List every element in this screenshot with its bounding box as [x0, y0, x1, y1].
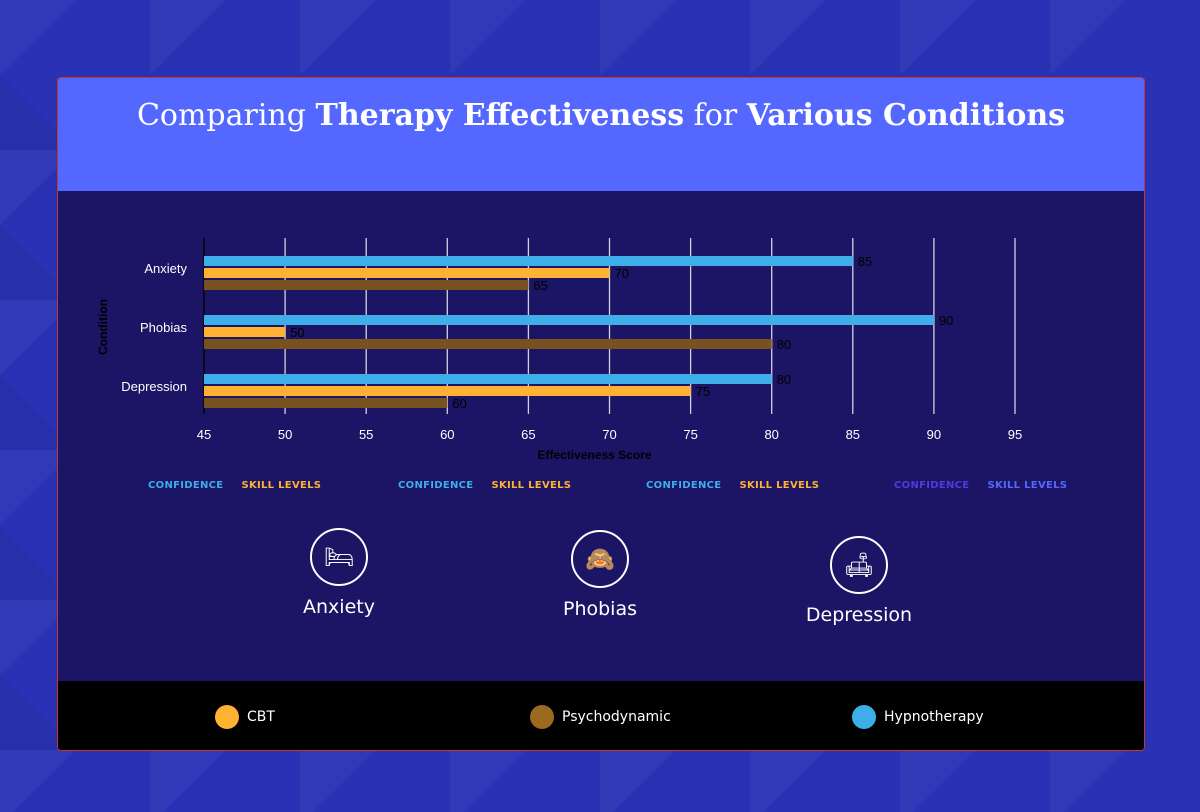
legend-dot	[852, 705, 876, 729]
confidence-label: CONFIDENCE	[148, 480, 224, 491]
page-title: Comparing Therapy Effectiveness for Vari…	[58, 98, 1144, 133]
ostrich-icon: 🙈	[571, 530, 629, 588]
x-tick-label: 85	[846, 427, 860, 442]
data-label: 80	[777, 337, 791, 352]
legend-item-hypnotherapy: Hypnotherapy	[852, 705, 984, 729]
x-tick-label: 75	[683, 427, 697, 442]
legend-label: Hypnotherapy	[884, 709, 984, 725]
legend-footer: CBT Psychodynamic Hypnotherapy	[58, 681, 1144, 750]
title-bold: Various Conditions	[746, 98, 1066, 133]
data-label: 50	[290, 325, 304, 340]
bar-hypnotherapy	[204, 374, 772, 384]
x-tick-label: 90	[927, 427, 941, 442]
skill-levels-label: SKILL LEVELS	[491, 480, 572, 491]
y-tick-label: Depression	[121, 379, 187, 394]
title-part: Comparing	[136, 98, 316, 133]
bar-cbt	[204, 386, 691, 396]
y-tick-label: Phobias	[140, 320, 187, 335]
bar-cbt	[204, 268, 610, 278]
x-tick-label: 45	[197, 427, 211, 442]
confidence-skill-labels: CONFIDENCE SKILL LEVELS	[148, 480, 321, 491]
skill-levels-label: SKILL LEVELS	[739, 480, 820, 491]
title-bold: Therapy Effectiveness	[315, 98, 685, 133]
bar-chart: 45 50 55 60 65 70 75 80 85 90 95 Anxiety 85 70 65 Phobi…	[96, 238, 1022, 462]
y-axis-title: Condition	[96, 299, 110, 355]
confidence-skill-labels: CONFIDENCE SKILL LEVELS	[646, 480, 819, 491]
bar-cbt	[204, 327, 286, 337]
x-tick-label: 65	[521, 427, 535, 442]
confidence-skill-labels: CONFIDENCE SKILL LEVELS	[398, 480, 571, 491]
icon-label: Phobias	[562, 598, 637, 620]
legend-item-psychodynamic: Psychodynamic	[530, 705, 671, 729]
icon-label: Anxiety	[303, 596, 375, 618]
data-label: 70	[615, 266, 629, 281]
skill-levels-label: SKILL LEVELS	[987, 480, 1068, 491]
header: Comparing Therapy Effectiveness for Vari…	[58, 78, 1144, 191]
icon-block-phobias: 🙈 Phobias	[520, 530, 680, 620]
legend-dot	[530, 705, 554, 729]
data-label: 90	[939, 313, 953, 328]
data-label: 75	[696, 384, 710, 399]
data-label: 65	[533, 278, 547, 293]
legend-label: Psychodynamic	[562, 709, 671, 725]
bed-icon: 🛏	[310, 528, 368, 586]
legend-label: CBT	[247, 709, 275, 725]
x-axis-title: Effectiveness Score	[537, 448, 651, 462]
skill-levels-label: SKILL LEVELS	[241, 480, 322, 491]
x-tick-label: 50	[278, 427, 292, 442]
x-tick-label: 55	[359, 427, 373, 442]
confidence-label: CONFIDENCE	[398, 480, 474, 491]
icon-block-anxiety: 🛏 Anxiety	[259, 528, 419, 618]
bar-psychodynamic	[204, 398, 448, 408]
bar-psychodynamic	[204, 280, 529, 290]
legend-dot	[215, 705, 239, 729]
bar-psychodynamic	[204, 339, 772, 349]
y-tick-label: Anxiety	[144, 261, 187, 276]
confidence-label: CONFIDENCE	[646, 480, 722, 491]
data-label: 60	[452, 396, 466, 411]
infographic-card: Comparing Therapy Effectiveness for Vari…	[57, 77, 1145, 751]
x-tick-label: 70	[602, 427, 616, 442]
confidence-label: CONFIDENCE	[894, 480, 970, 491]
x-tick-label: 60	[440, 427, 454, 442]
data-label: 80	[777, 372, 791, 387]
bar-hypnotherapy	[204, 315, 934, 325]
confidence-skill-labels: CONFIDENCE SKILL LEVELS	[894, 480, 1067, 491]
x-tick-label: 80	[764, 427, 778, 442]
icon-label: Depression	[805, 604, 913, 626]
therapy-couch-icon: 🛋	[830, 536, 888, 594]
bar-hypnotherapy	[204, 256, 853, 266]
icon-block-depression: 🛋 Depression	[779, 536, 939, 626]
title-part: for	[684, 98, 747, 133]
data-label: 85	[858, 254, 872, 269]
x-tick-label: 95	[1008, 427, 1022, 442]
legend-item-cbt: CBT	[215, 705, 275, 729]
